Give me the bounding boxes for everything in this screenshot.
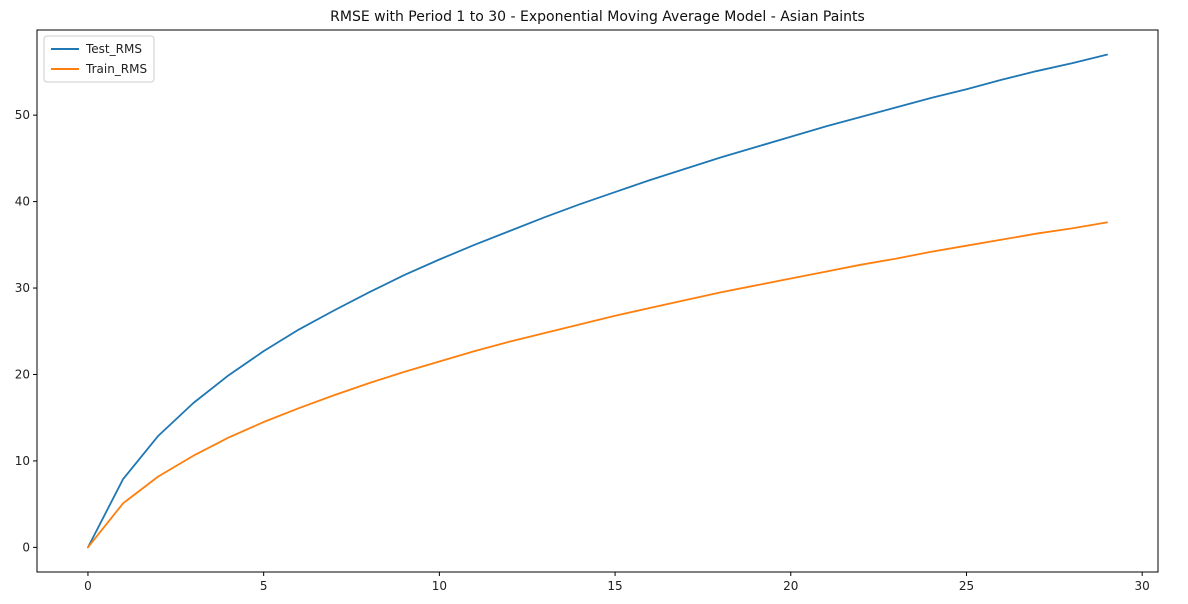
y-tick-label: 50 — [15, 108, 30, 122]
x-axis: 0 5 10 15 20 25 30 — [84, 572, 1150, 593]
y-tick-label: 10 — [15, 454, 30, 468]
axes-frame — [36, 29, 1159, 573]
y-tick-label: 0 — [22, 540, 30, 554]
y-tick-label: 30 — [15, 281, 30, 295]
series-line-test-rms — [87, 53, 1108, 549]
legend-label: Train_RMS — [85, 62, 147, 76]
x-tick-label: 25 — [959, 579, 974, 593]
legend-label: Test_RMS — [85, 42, 142, 56]
plot-area — [36, 29, 1159, 573]
x-tick-label: 20 — [783, 579, 798, 593]
x-tick-label: 10 — [432, 579, 447, 593]
x-tick-label: 15 — [607, 579, 622, 593]
y-tick-label: 20 — [15, 367, 30, 381]
legend-box — [43, 35, 155, 83]
y-axis: 0 10 20 30 40 50 — [15, 108, 37, 554]
x-tick-label: 5 — [260, 579, 268, 593]
series-line-train-rms — [87, 221, 1108, 549]
x-tick-label: 0 — [84, 579, 92, 593]
chart-title: RMSE with Period 1 to 30 - Exponential M… — [330, 9, 865, 25]
x-tick-label: 30 — [1135, 579, 1150, 593]
legend: Test_RMS Train_RMS — [43, 35, 155, 83]
y-tick-label: 40 — [15, 195, 30, 209]
